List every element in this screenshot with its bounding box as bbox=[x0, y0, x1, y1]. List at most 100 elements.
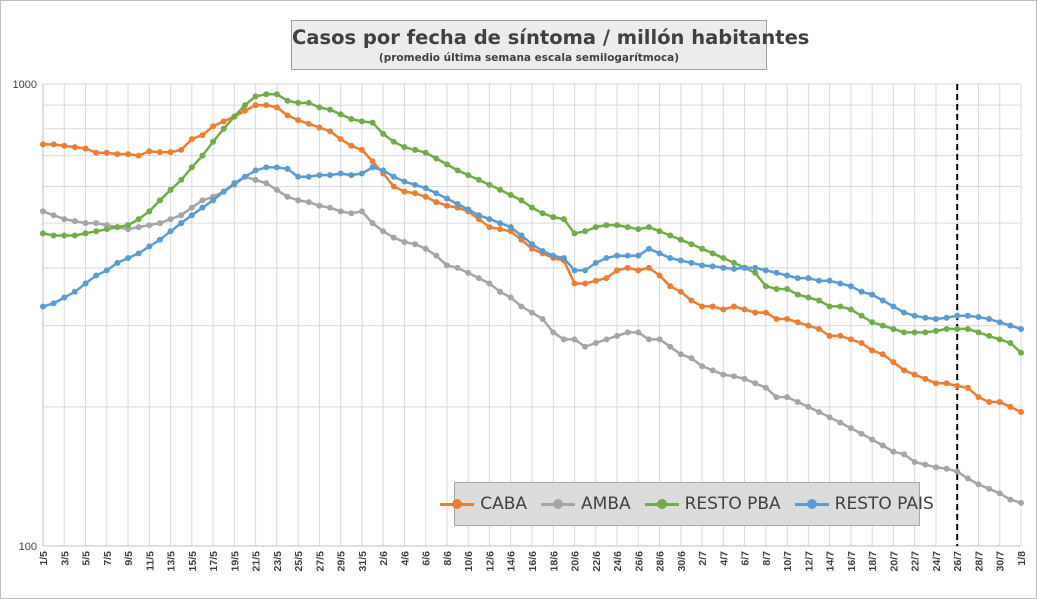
data-point bbox=[348, 172, 355, 179]
x-tick-label: 21/5 bbox=[251, 551, 263, 572]
data-point bbox=[837, 419, 844, 426]
data-point bbox=[422, 185, 429, 192]
data-point bbox=[443, 161, 450, 168]
data-point bbox=[103, 226, 110, 233]
x-tick-label: 24/7 bbox=[931, 551, 943, 572]
data-point bbox=[465, 206, 472, 213]
data-point bbox=[475, 275, 482, 282]
data-point bbox=[1007, 322, 1014, 329]
data-point bbox=[784, 272, 791, 279]
data-point bbox=[156, 236, 163, 243]
y-tick-label: 100 bbox=[19, 541, 37, 553]
data-point bbox=[996, 319, 1003, 326]
data-point bbox=[167, 186, 174, 193]
data-point bbox=[305, 173, 312, 180]
data-point bbox=[529, 204, 535, 211]
data-point bbox=[816, 409, 823, 416]
data-point bbox=[869, 436, 876, 443]
data-point bbox=[688, 355, 695, 362]
legend-swatch bbox=[541, 498, 576, 510]
data-point bbox=[61, 294, 68, 301]
data-point bbox=[645, 245, 652, 252]
data-point bbox=[986, 332, 993, 339]
data-point bbox=[433, 155, 440, 162]
x-tick-label: 1/5 bbox=[38, 551, 50, 566]
data-point bbox=[932, 327, 939, 334]
data-point bbox=[635, 226, 642, 233]
data-point bbox=[805, 275, 812, 282]
x-tick-label: 29/5 bbox=[336, 551, 348, 572]
data-point bbox=[71, 288, 78, 295]
data-point bbox=[1018, 349, 1024, 356]
data-point bbox=[327, 172, 334, 179]
x-tick-label: 30/6 bbox=[676, 551, 688, 572]
data-point bbox=[539, 210, 546, 217]
data-point bbox=[114, 151, 121, 158]
x-tick-label: 17/5 bbox=[208, 551, 220, 572]
data-point bbox=[720, 264, 727, 271]
data-point bbox=[231, 180, 238, 187]
data-point bbox=[847, 283, 854, 290]
data-point bbox=[656, 250, 663, 257]
data-point bbox=[199, 204, 206, 211]
data-point bbox=[858, 340, 865, 347]
x-tick-label: 18/6 bbox=[548, 551, 560, 572]
data-point bbox=[890, 303, 897, 310]
data-point bbox=[901, 451, 908, 458]
data-point bbox=[667, 343, 674, 350]
data-point bbox=[869, 319, 876, 326]
data-point bbox=[210, 138, 217, 145]
x-tick-label: 28/7 bbox=[973, 551, 985, 572]
data-point bbox=[241, 102, 248, 109]
legend-swatch bbox=[440, 498, 475, 510]
x-tick-label: 14/7 bbox=[825, 551, 837, 572]
data-point bbox=[571, 267, 578, 274]
data-point bbox=[677, 236, 684, 243]
x-tick-label: 2/6 bbox=[378, 551, 390, 566]
data-point bbox=[720, 371, 727, 378]
data-point bbox=[954, 382, 961, 389]
chart-legend: CABA AMBA RESTO PBA RESTO PAIS bbox=[440, 482, 934, 526]
data-point bbox=[358, 146, 365, 153]
data-point bbox=[911, 312, 918, 319]
data-point bbox=[794, 291, 801, 298]
data-point bbox=[135, 224, 142, 231]
data-point bbox=[273, 164, 280, 171]
data-point bbox=[486, 224, 493, 231]
data-point bbox=[146, 222, 153, 229]
data-point bbox=[348, 115, 355, 122]
x-tick-label: 7/5 bbox=[102, 551, 114, 566]
data-point bbox=[284, 97, 291, 104]
data-point bbox=[879, 297, 886, 304]
data-point bbox=[125, 255, 132, 262]
data-point bbox=[539, 315, 546, 322]
data-point bbox=[773, 285, 780, 292]
data-point bbox=[422, 245, 429, 252]
data-point bbox=[996, 490, 1003, 497]
data-point bbox=[847, 336, 854, 343]
data-point bbox=[273, 104, 280, 111]
data-point bbox=[688, 297, 695, 304]
data-point bbox=[699, 303, 706, 310]
data-point bbox=[337, 208, 344, 215]
data-point bbox=[560, 336, 567, 343]
data-point bbox=[295, 197, 302, 204]
data-point bbox=[1018, 409, 1024, 416]
x-tick-label: 9/5 bbox=[123, 551, 135, 566]
data-point bbox=[614, 222, 621, 229]
data-point bbox=[390, 173, 397, 180]
data-point bbox=[784, 315, 791, 322]
data-point bbox=[210, 123, 217, 130]
data-point bbox=[327, 204, 334, 211]
data-point bbox=[50, 232, 57, 239]
data-point bbox=[954, 325, 961, 332]
legend-label: RESTO PBA bbox=[684, 494, 781, 514]
data-point bbox=[592, 340, 599, 347]
data-point bbox=[284, 193, 291, 200]
data-point bbox=[103, 149, 110, 156]
data-point bbox=[401, 238, 408, 245]
legend-label: AMBA bbox=[581, 494, 631, 514]
data-point bbox=[741, 375, 748, 382]
data-point bbox=[327, 128, 334, 135]
